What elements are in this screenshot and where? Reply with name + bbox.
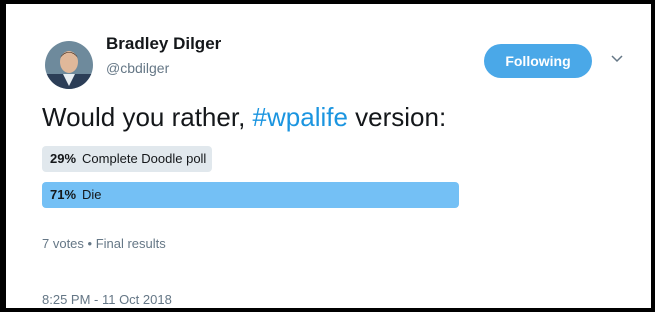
poll-summary: 7 votes • Final results (42, 236, 166, 251)
poll-label: Die (82, 187, 102, 202)
poll-percent: 71% (50, 187, 76, 202)
tweet-text: Would you rather, #wpalife version: (42, 102, 446, 133)
avatar (44, 40, 94, 90)
menu-chevron[interactable] (610, 54, 624, 64)
poll-option: 71% Die (50, 182, 102, 208)
user-name[interactable]: Bradley Dilger (106, 34, 221, 54)
text: Would you rather, (42, 102, 253, 132)
user-handle[interactable]: @cbdilger (106, 60, 169, 76)
tweet-card: Bradley Dilger @cbdilger Following Would… (0, 0, 655, 312)
timestamp[interactable]: 8:25 PM - 11 Oct 2018 (42, 292, 172, 307)
follow-button[interactable]: Following (484, 44, 592, 78)
text: version: (348, 102, 446, 132)
poll-percent: 29% (50, 151, 76, 166)
poll-option: 29% Complete Doodle poll (50, 146, 206, 172)
hashtag[interactable]: #wpalife (253, 102, 348, 132)
poll-label: Complete Doodle poll (82, 151, 206, 166)
poll-bar (42, 182, 459, 208)
